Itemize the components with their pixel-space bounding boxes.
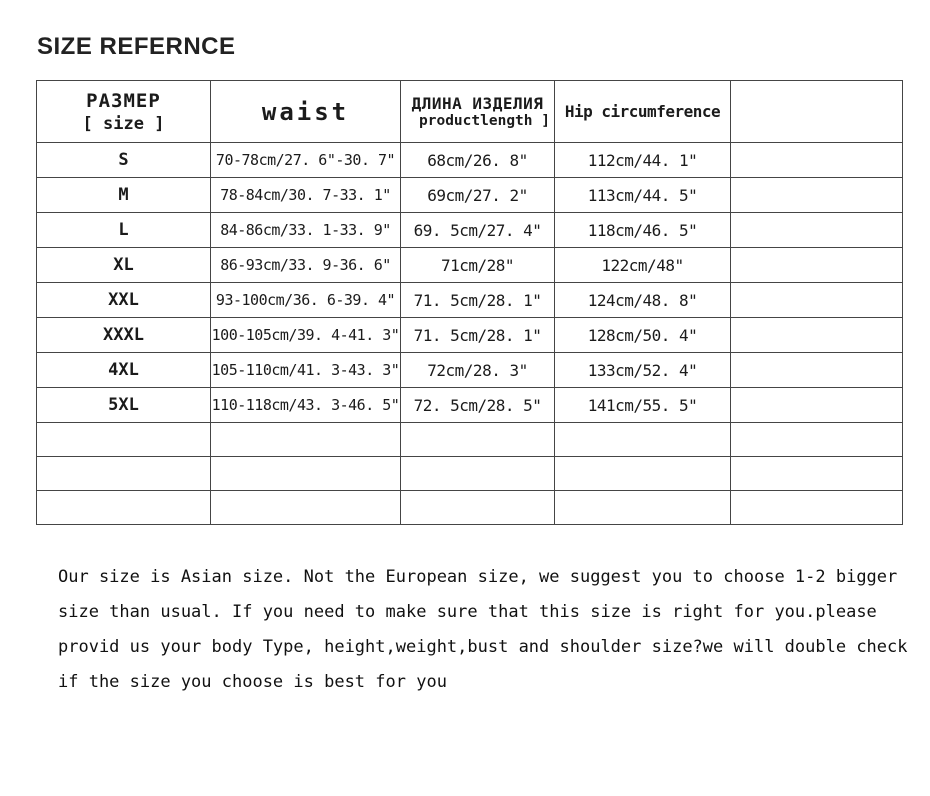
size-cell: XXL	[36, 282, 211, 318]
waist-cell: 78-84cm/30. 7-33. 1"	[210, 177, 401, 213]
hip-cell: 118cm/46. 5"	[554, 212, 731, 248]
length-cell: 71. 5cm/28. 1"	[400, 282, 555, 318]
hip-cell: 133cm/52. 4"	[554, 352, 731, 388]
length-cell: 72. 5cm/28. 5"	[400, 387, 555, 423]
length-cell: 69cm/27. 2"	[400, 177, 555, 213]
table-header-row: РАЗМЕР [ size ] waist ДЛИНА ИЗДЕЛИЯ prod…	[36, 80, 903, 143]
size-cell: XXXL	[36, 317, 211, 353]
header-cell-blank	[730, 80, 903, 143]
blank-cell	[36, 422, 211, 457]
blank-cell	[36, 456, 211, 491]
blank-cell	[730, 352, 903, 388]
header-cell-size: РАЗМЕР [ size ]	[36, 80, 211, 143]
hip-cell: 112cm/44. 1"	[554, 142, 731, 178]
length-cell: 71cm/28"	[400, 247, 555, 283]
blank-cell	[730, 247, 903, 283]
blank-cell	[554, 456, 731, 491]
waist-cell: 105-110cm/41. 3-43. 3"	[210, 352, 401, 388]
header-size-label: РАЗМЕР	[86, 89, 161, 112]
table-row: 4XL 105-110cm/41. 3-43. 3" 72cm/28. 3" 1…	[36, 352, 903, 388]
size-cell: L	[36, 212, 211, 248]
note-line: Our size is Asian size. Not the European…	[58, 567, 898, 587]
empty-table-row	[36, 422, 903, 457]
waist-cell: 84-86cm/33. 1-33. 9"	[210, 212, 401, 248]
length-cell: 71. 5cm/28. 1"	[400, 317, 555, 353]
blank-cell	[400, 422, 555, 457]
size-cell: 4XL	[36, 352, 211, 388]
size-cell: XL	[36, 247, 211, 283]
hip-cell: 124cm/48. 8"	[554, 282, 731, 318]
table-row: L 84-86cm/33. 1-33. 9" 69. 5cm/27. 4" 11…	[36, 212, 903, 248]
waist-cell: 110-118cm/43. 3-46. 5"	[210, 387, 401, 423]
header-length-label: ДЛИНА ИЗДЕЛИЯ	[411, 94, 544, 113]
waist-cell: 70-78cm/27. 6"-30. 7"	[210, 142, 401, 178]
note-line: if the size you choose is best for you	[58, 672, 447, 692]
empty-table-row	[36, 490, 903, 525]
blank-cell	[730, 282, 903, 318]
blank-cell	[210, 456, 401, 491]
blank-cell	[400, 456, 555, 491]
blank-cell	[210, 422, 401, 457]
note-line: size than usual. If you need to make sur…	[58, 602, 877, 622]
size-reference-table: РАЗМЕР [ size ] waist ДЛИНА ИЗДЕЛИЯ prod…	[36, 80, 903, 525]
table-row: XXL 93-100cm/36. 6-39. 4" 71. 5cm/28. 1"…	[36, 282, 903, 318]
header-cell-hip: Hip circumference	[554, 80, 731, 143]
blank-cell	[730, 456, 903, 491]
blank-cell	[730, 387, 903, 423]
blank-cell	[554, 422, 731, 457]
length-cell: 72cm/28. 3"	[400, 352, 555, 388]
hip-cell: 113cm/44. 5"	[554, 177, 731, 213]
page-title: SIZE REFERNCE	[37, 33, 236, 60]
hip-cell: 141cm/55. 5"	[554, 387, 731, 423]
header-cell-waist: waist	[210, 80, 401, 143]
empty-table-row	[36, 456, 903, 491]
length-cell: 69. 5cm/27. 4"	[400, 212, 555, 248]
table-row: S 70-78cm/27. 6"-30. 7" 68cm/26. 8" 112c…	[36, 142, 903, 178]
note-line: provid us your body Type, height,weight,…	[58, 637, 908, 657]
size-cell: S	[36, 142, 211, 178]
length-cell: 68cm/26. 8"	[400, 142, 555, 178]
blank-cell	[400, 490, 555, 525]
header-size-sublabel: [ size ]	[82, 113, 165, 134]
table-row: 5XL 110-118cm/43. 3-46. 5" 72. 5cm/28. 5…	[36, 387, 903, 423]
blank-cell	[554, 490, 731, 525]
header-cell-product-length: ДЛИНА ИЗДЕЛИЯ productlength ]	[400, 80, 555, 143]
blank-cell	[730, 317, 903, 353]
waist-cell: 100-105cm/39. 4-41. 3"	[210, 317, 401, 353]
blank-cell	[730, 490, 903, 525]
blank-cell	[730, 422, 903, 457]
blank-cell	[730, 142, 903, 178]
header-waist-label: waist	[261, 97, 350, 126]
table-row: M 78-84cm/30. 7-33. 1" 69cm/27. 2" 113cm…	[36, 177, 903, 213]
size-cell: M	[36, 177, 211, 213]
blank-cell	[36, 490, 211, 525]
table-row: XXXL 100-105cm/39. 4-41. 3" 71. 5cm/28. …	[36, 317, 903, 353]
hip-cell: 122cm/48"	[554, 247, 731, 283]
blank-cell	[210, 490, 401, 525]
header-length-sublabel: productlength ]	[419, 113, 550, 129]
blank-cell	[730, 177, 903, 213]
blank-cell	[730, 212, 903, 248]
header-hip-label: Hip circumference	[564, 102, 721, 121]
size-cell: 5XL	[36, 387, 211, 423]
table-row: XL 86-93cm/33. 9-36. 6" 71cm/28" 122cm/4…	[36, 247, 903, 283]
waist-cell: 93-100cm/36. 6-39. 4"	[210, 282, 401, 318]
waist-cell: 86-93cm/33. 9-36. 6"	[210, 247, 401, 283]
size-note: Our size is Asian size. Not the European…	[58, 560, 908, 700]
hip-cell: 128cm/50. 4"	[554, 317, 731, 353]
